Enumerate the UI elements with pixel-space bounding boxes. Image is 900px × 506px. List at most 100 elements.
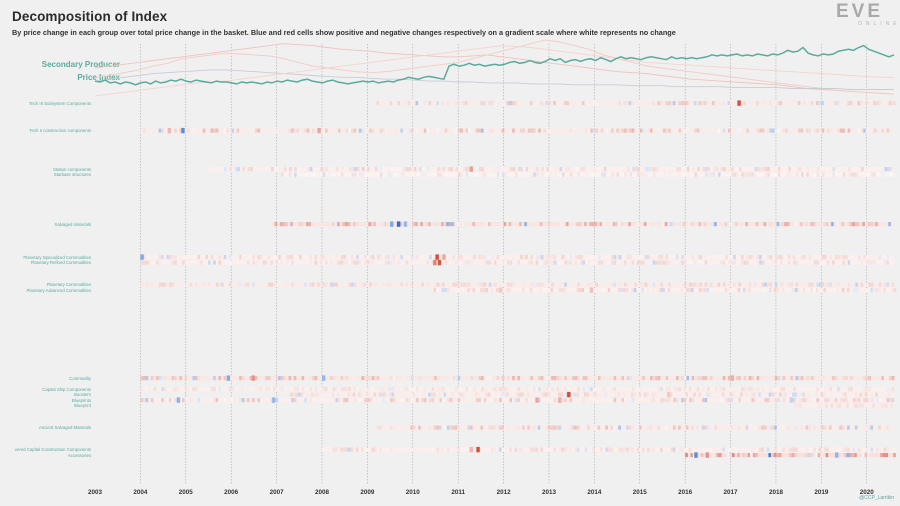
heatmap-cell bbox=[812, 222, 816, 227]
heatmap-cell bbox=[536, 167, 539, 172]
heatmap-cell bbox=[727, 288, 730, 293]
heatmap-cell bbox=[229, 167, 232, 172]
heatmap-cell bbox=[618, 425, 621, 430]
heatmap-cell bbox=[650, 128, 653, 133]
heatmap-cell bbox=[871, 398, 874, 403]
heatmap-cell bbox=[410, 398, 414, 403]
heatmap-cell bbox=[731, 167, 734, 172]
heatmap-cell bbox=[387, 260, 390, 265]
heatmap-cell bbox=[643, 392, 647, 397]
heatmap-cell bbox=[769, 255, 773, 260]
heatmap-cell bbox=[686, 260, 689, 265]
x-tick-label: 2018 bbox=[769, 489, 784, 496]
heatmap-cell bbox=[356, 255, 359, 260]
heatmap-cell bbox=[855, 255, 858, 260]
heatmap-cell bbox=[872, 222, 876, 227]
heatmap-cell bbox=[311, 392, 314, 397]
heatmap-cell bbox=[455, 376, 458, 381]
row-label: Station components bbox=[53, 166, 91, 172]
heatmap-cell bbox=[617, 392, 621, 397]
heatmap-cell bbox=[763, 288, 767, 293]
heatmap-cell bbox=[884, 260, 887, 265]
heatmap-cell bbox=[537, 288, 541, 293]
heatmap-cell bbox=[590, 128, 593, 133]
heatmap-cell bbox=[823, 222, 826, 227]
heatmap-cell bbox=[678, 387, 682, 392]
heatmap-cell bbox=[781, 222, 785, 227]
heatmap-cell bbox=[556, 387, 559, 392]
heatmap-cell bbox=[292, 392, 296, 397]
heatmap-cell bbox=[348, 167, 352, 172]
heatmap-cell bbox=[340, 260, 344, 265]
heatmap-cell bbox=[685, 288, 689, 293]
heatmap-cell bbox=[855, 398, 858, 403]
heatmap-cell bbox=[197, 398, 201, 403]
heatmap-cell bbox=[335, 260, 338, 265]
heatmap-cell bbox=[412, 222, 416, 227]
heatmap-cell bbox=[818, 447, 822, 452]
heatmap-cell bbox=[392, 376, 396, 381]
heatmap-cell bbox=[366, 376, 370, 381]
heatmap-cell bbox=[465, 282, 468, 287]
heatmap-cell bbox=[657, 101, 660, 106]
heatmap-cell bbox=[816, 387, 819, 392]
heatmap-cell bbox=[769, 447, 772, 452]
heatmap-cell bbox=[161, 387, 164, 392]
heatmap-cell bbox=[369, 376, 372, 381]
heatmap-cell bbox=[657, 128, 661, 133]
heatmap-cell bbox=[774, 128, 778, 133]
heatmap-cell bbox=[798, 128, 801, 133]
heatmap-cell bbox=[624, 260, 627, 265]
heatmap-cell bbox=[490, 425, 494, 430]
heatmap-cell bbox=[756, 260, 760, 265]
heatmap-cell bbox=[592, 447, 595, 452]
heatmap-cell bbox=[600, 172, 604, 177]
heatmap-cell bbox=[374, 447, 377, 452]
heatmap-cell bbox=[140, 282, 143, 287]
heatmap-cell bbox=[818, 222, 821, 227]
heatmap-cell bbox=[413, 282, 416, 287]
heatmap-cell bbox=[820, 392, 824, 397]
heatmap-cell bbox=[613, 425, 616, 430]
heatmap-cell bbox=[550, 425, 554, 430]
heatmap-cell bbox=[611, 260, 614, 265]
heatmap-cell bbox=[322, 167, 326, 172]
heatmap-cell bbox=[368, 222, 371, 227]
heatmap-cell bbox=[673, 447, 676, 452]
heatmap-cell bbox=[223, 128, 227, 133]
heatmap-cell bbox=[743, 101, 746, 106]
heatmap-cell bbox=[462, 260, 466, 265]
heatmap-cell bbox=[337, 222, 340, 227]
heatmap-cell bbox=[150, 398, 154, 403]
heatmap-cell bbox=[289, 167, 292, 172]
heatmap-cell bbox=[569, 128, 572, 133]
heatmap-cell bbox=[494, 398, 497, 403]
heatmap-cell bbox=[169, 282, 172, 287]
heatmap-cell bbox=[789, 425, 793, 430]
heatmap-cell bbox=[353, 128, 357, 133]
heatmap-cell bbox=[426, 167, 430, 172]
heatmap-cell bbox=[886, 398, 890, 403]
heatmap-cell bbox=[361, 167, 365, 172]
heatmap-cell bbox=[839, 387, 843, 392]
heatmap-cell bbox=[837, 282, 840, 287]
heatmap-cell bbox=[472, 101, 476, 106]
heatmap-cell bbox=[429, 255, 432, 260]
heatmap-cell bbox=[699, 260, 702, 265]
heatmap-cell bbox=[787, 255, 791, 260]
heatmap-cell bbox=[792, 447, 796, 452]
heatmap-cell bbox=[148, 282, 151, 287]
heatmap-cell bbox=[854, 453, 857, 458]
heatmap-cell bbox=[824, 398, 827, 403]
heatmap-cell bbox=[826, 447, 829, 452]
heatmap-cell bbox=[342, 222, 345, 227]
heatmap-cell bbox=[729, 222, 733, 227]
heatmap-cell bbox=[309, 255, 312, 260]
heatmap-cell bbox=[618, 282, 622, 287]
heatmap-cell bbox=[587, 101, 590, 106]
heatmap-cell bbox=[433, 425, 437, 430]
heatmap-cell bbox=[392, 172, 396, 177]
heatmap-cell bbox=[842, 398, 845, 403]
heatmap-cell bbox=[738, 376, 741, 381]
heatmap-cell bbox=[629, 167, 633, 172]
